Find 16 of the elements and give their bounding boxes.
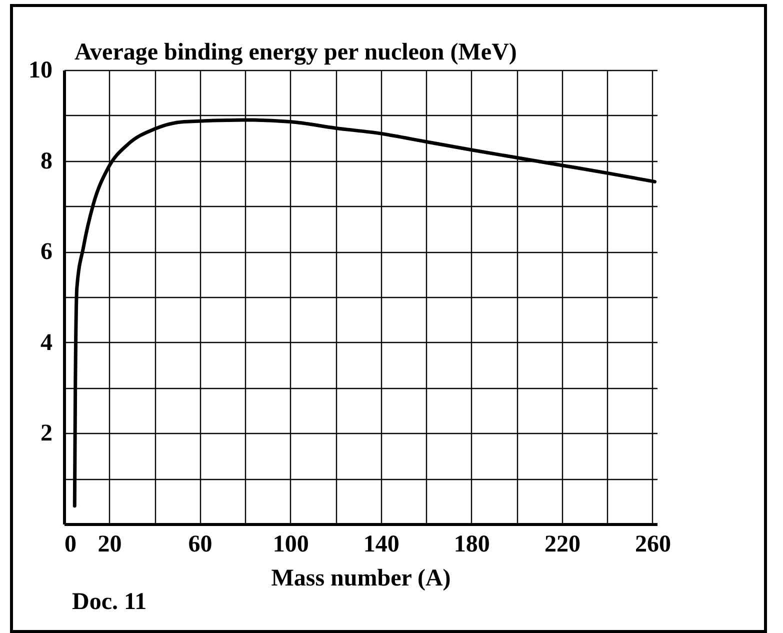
- x-tick-label: 220: [544, 532, 580, 558]
- y-tick-label: 8: [40, 148, 52, 174]
- x-tick-label: 100: [272, 532, 309, 558]
- y-tick-label: 2: [40, 420, 52, 447]
- x-tick-label: 180: [454, 532, 490, 558]
- y-tick-label: 4: [40, 330, 52, 356]
- x-tick-label: 20: [98, 532, 122, 558]
- x-tick-label: 0: [64, 532, 76, 558]
- text: Doc. 11: [72, 589, 147, 615]
- x-tick-label: 60: [188, 532, 212, 558]
- y-tick-label: 6: [40, 239, 52, 266]
- x-tick-label: 140: [363, 532, 400, 558]
- x-tick-label: 260: [634, 532, 671, 558]
- x-axis-title: Mass number (A): [271, 566, 451, 592]
- y-tick-label: 10: [28, 58, 52, 84]
- y-axis-title: Average binding energy per nucleon (MeV): [74, 40, 517, 66]
